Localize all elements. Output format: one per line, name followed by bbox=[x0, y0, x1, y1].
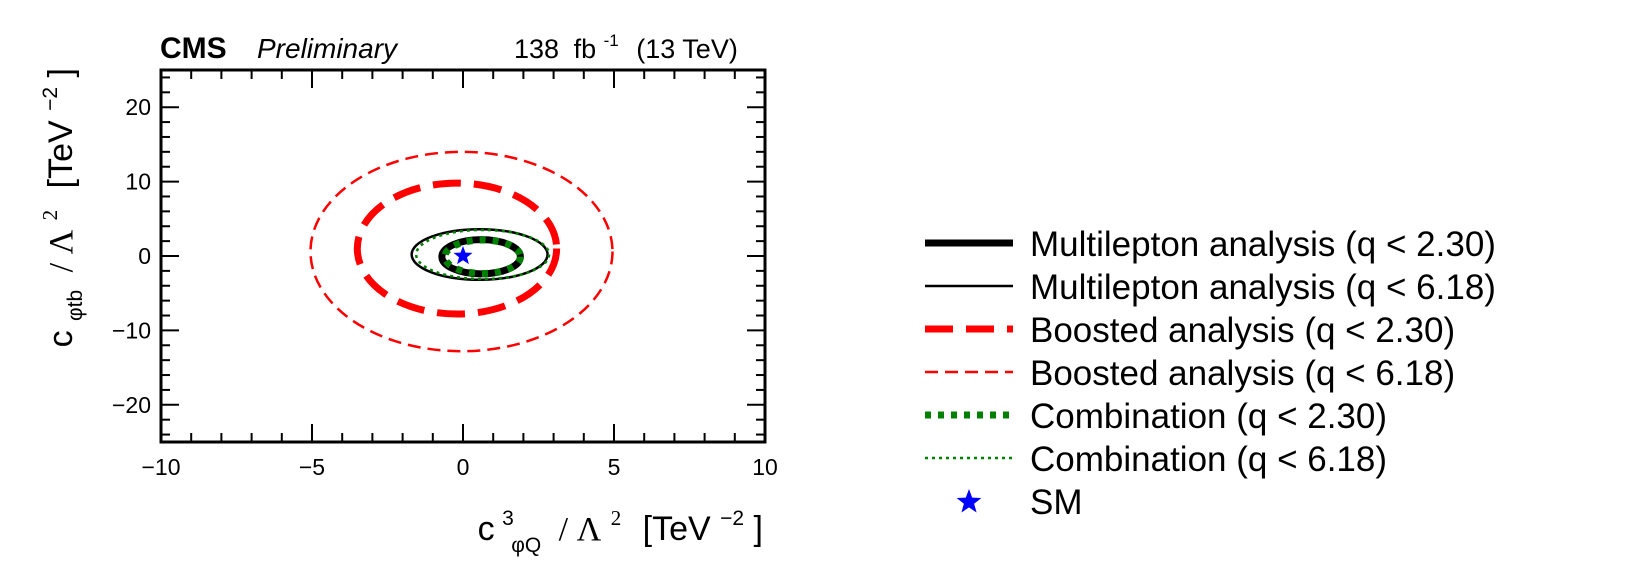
legend-label: Combination (q < 2.30) bbox=[1030, 397, 1387, 436]
legend-item-1: Multilepton analysis (q < 6.18) bbox=[925, 268, 1496, 307]
y-tick-label: 0 bbox=[138, 243, 151, 269]
cms-header: CMS Preliminary 138 fb -1 (13 TeV) bbox=[160, 22, 738, 65]
x-title-c: c bbox=[478, 510, 495, 548]
x-title-unit-sup: −2 bbox=[720, 507, 744, 530]
legend-star-icon bbox=[956, 489, 982, 513]
lumi-unit: fb bbox=[574, 34, 597, 64]
y-title-lambda: / Λ bbox=[43, 229, 80, 272]
legend-label: Multilepton analysis (q < 2.30) bbox=[1030, 225, 1496, 264]
contour-series-2 bbox=[353, 179, 561, 318]
legend-item-4: Combination (q < 2.30) bbox=[925, 397, 1387, 436]
x-title-sup: 3 bbox=[502, 507, 514, 530]
y-axis-title: c φtb / Λ 2 [TeV −2 ] bbox=[27, 68, 90, 347]
status-label: Preliminary bbox=[257, 33, 399, 64]
y-title-sub: φtb bbox=[64, 290, 87, 321]
contour-series-4 bbox=[441, 236, 524, 277]
lumi-value: 138 bbox=[514, 34, 559, 64]
contours bbox=[309, 150, 614, 353]
legend-label: Combination (q < 6.18) bbox=[1030, 440, 1387, 479]
x-title-lambda-sup: 2 bbox=[611, 506, 622, 530]
x-tick-label: −10 bbox=[141, 454, 180, 480]
legend-item-2: Boosted analysis (q < 2.30) bbox=[925, 311, 1455, 350]
legend-item-5: Combination (q < 6.18) bbox=[925, 440, 1387, 479]
y-title-close: ] bbox=[42, 68, 80, 77]
x-tick-label: 5 bbox=[608, 454, 621, 480]
y-title-unit-sup: −2 bbox=[39, 87, 62, 111]
x-title-sub: φQ bbox=[511, 534, 541, 557]
energy-label: (13 TeV) bbox=[636, 34, 738, 64]
legend-item-6: SM bbox=[956, 483, 1083, 522]
x-tick-label: 0 bbox=[457, 454, 470, 480]
legend-label: Multilepton analysis (q < 6.18) bbox=[1030, 268, 1496, 307]
legend-item-0: Multilepton analysis (q < 2.30) bbox=[925, 225, 1496, 264]
legend-label: SM bbox=[1030, 483, 1083, 522]
y-tick-label: −10 bbox=[112, 317, 151, 343]
sm-marker-layer bbox=[453, 246, 473, 265]
plot-area: −10 −5 0 5 10 −20 −10 0 10 20 bbox=[112, 68, 778, 480]
contour-series-5 bbox=[414, 228, 551, 281]
legend: Multilepton analysis (q < 2.30) Multilept… bbox=[925, 225, 1496, 522]
y-axis-ticks: −20 −10 0 10 20 bbox=[112, 76, 765, 436]
x-title-lambda: / Λ bbox=[559, 511, 602, 548]
y-title-lambda-sup: 2 bbox=[38, 210, 62, 221]
x-title-close: ] bbox=[754, 510, 763, 548]
x-title-unit: [TeV bbox=[643, 510, 711, 548]
x-axis-title: c 3 φQ / Λ 2 [TeV −2 ] bbox=[478, 495, 763, 560]
experiment-label: CMS bbox=[160, 32, 227, 65]
x-tick-label: −5 bbox=[299, 454, 325, 480]
x-tick-label: 10 bbox=[752, 454, 778, 480]
contour-series-3 bbox=[309, 150, 614, 353]
legend-item-3: Boosted analysis (q < 6.18) bbox=[925, 354, 1455, 393]
sm-star-marker bbox=[453, 246, 473, 265]
lumi-label: 138 fb -1 (13 TeV) bbox=[514, 22, 738, 64]
y-title-c: c bbox=[42, 330, 80, 347]
legend-label: Boosted analysis (q < 2.30) bbox=[1030, 311, 1455, 350]
y-tick-label: 20 bbox=[125, 94, 151, 120]
lumi-exponent: -1 bbox=[604, 31, 619, 50]
y-tick-label: 10 bbox=[125, 169, 151, 195]
x-axis-ticks: −10 −5 0 5 10 bbox=[141, 70, 778, 480]
legend-label: Boosted analysis (q < 6.18) bbox=[1030, 354, 1455, 393]
y-tick-label: −20 bbox=[112, 392, 151, 418]
y-title-unit: [TeV bbox=[42, 120, 80, 188]
